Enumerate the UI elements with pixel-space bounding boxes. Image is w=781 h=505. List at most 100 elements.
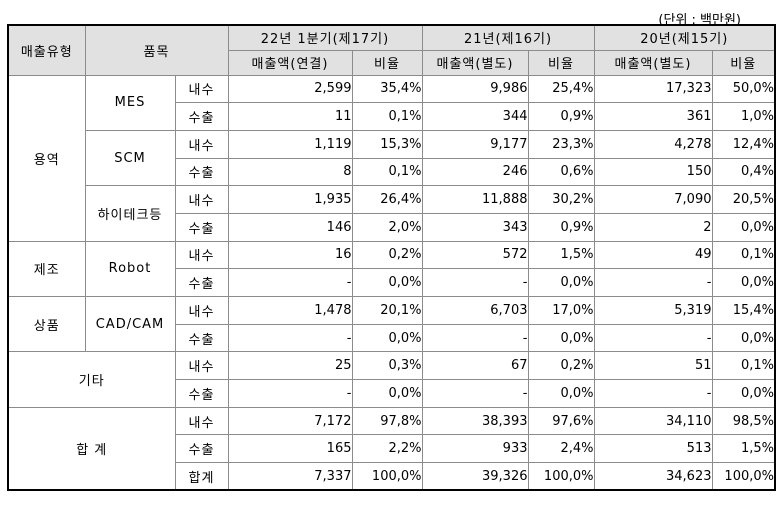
cell-value: 7,172 bbox=[227, 406, 353, 436]
cell-value: 150 bbox=[593, 157, 713, 187]
header-row-measures: 매출액(연결) 비율 매출액(별도) 비율 매출액(별도) 비율 bbox=[8, 49, 776, 76]
table-row: 하이테크등 내수 1,935 26,4% 11,888 30,2% 7,090 20,5% bbox=[8, 185, 776, 242]
cell-sales-type: 합 계 bbox=[7, 406, 176, 491]
cell-channel: 내수 bbox=[174, 129, 229, 159]
cell-value: 98,5% bbox=[711, 406, 776, 436]
header-period-21: 21년(제16기) bbox=[421, 24, 595, 51]
cell-value: 2,0% bbox=[351, 212, 423, 242]
cell-value: 0,1% bbox=[351, 102, 423, 131]
cell-value: 15,3% bbox=[351, 129, 423, 159]
cell-value: 34,110 bbox=[593, 406, 713, 436]
cell-value: 9,986 bbox=[421, 74, 529, 104]
cell-value: 35,4% bbox=[351, 74, 423, 104]
cell-value: 0,6% bbox=[527, 157, 595, 187]
cell-value: 0,0% bbox=[711, 323, 776, 353]
cell-value: 0,0% bbox=[711, 379, 776, 408]
header-period-q1-22: 22년 1분기(제17기) bbox=[227, 24, 423, 51]
cell-sales-type: 용역 bbox=[7, 74, 86, 242]
cell-value: 1,478 bbox=[227, 296, 353, 325]
cell-value: 7,090 bbox=[593, 185, 713, 214]
cell-value: - bbox=[593, 268, 713, 297]
cell-value: 97,6% bbox=[527, 406, 595, 436]
cell-value: 51 bbox=[593, 351, 713, 381]
cell-channel: 합계 bbox=[174, 462, 229, 491]
cell-value: 344 bbox=[421, 102, 529, 131]
cell-value: 15,4% bbox=[711, 296, 776, 325]
cell-channel: 내수 bbox=[174, 240, 229, 270]
header-period-20: 20년(제15기) bbox=[593, 24, 776, 51]
cell-value: 0,0% bbox=[351, 323, 423, 353]
sales-table-header: 매출유형 품목 22년 1분기(제17기) 21년(제16기) 20년(제15기… bbox=[7, 24, 776, 76]
header-amount-separate-2: 매출액(별도) bbox=[593, 49, 713, 76]
cell-value: - bbox=[227, 323, 353, 353]
cell-value: 0,9% bbox=[527, 212, 595, 242]
table-row: 합계 7,337 100,0% 39,326 100,0% 34,623 100,0% bbox=[8, 462, 776, 491]
cell-value: 2,4% bbox=[527, 434, 595, 464]
sales-table-body: 용역 MES 내수 2,599 35,4% 9,986 25,4% 17,323 50,0% 수출… bbox=[7, 74, 776, 491]
cell-value: 26,4% bbox=[351, 185, 423, 214]
cell-value: 1,935 bbox=[227, 185, 353, 214]
table-row: 상품 CAD/CAM 내수 1,478 20,1% 6,703 17,0% 5,319 15,4… bbox=[7, 295, 776, 353]
cell-value: 0,2% bbox=[351, 240, 423, 270]
table-row: 수출 11 0,1% 344 0,9% 361 1,0% bbox=[8, 102, 776, 131]
cell-channel: 내수 bbox=[174, 296, 229, 325]
cell-value: 0,2% bbox=[527, 351, 595, 381]
cell-value: 67 bbox=[421, 351, 529, 381]
cell-sales-type: 상품 bbox=[7, 295, 86, 353]
cell-value: 1,5% bbox=[711, 434, 776, 464]
cell-value: 0,9% bbox=[527, 102, 595, 131]
cell-value: 6,703 bbox=[421, 296, 529, 325]
cell-channel: 수출 bbox=[174, 157, 229, 187]
cell-channel: 내수 bbox=[174, 185, 229, 214]
cell-value: 165 bbox=[227, 434, 353, 464]
cell-value: 7,337 bbox=[227, 462, 353, 491]
cell-value: 0,0% bbox=[351, 379, 423, 408]
cell-value: - bbox=[227, 268, 353, 297]
cell-value: 100,0% bbox=[711, 462, 776, 491]
cell-value: - bbox=[593, 379, 713, 408]
cell-value: 0,0% bbox=[527, 323, 595, 353]
cell-value: 49 bbox=[593, 240, 713, 270]
header-sales-type: 매출유형 bbox=[7, 24, 86, 76]
cell-value: 0,0% bbox=[351, 268, 423, 297]
cell-channel: 수출 bbox=[174, 268, 229, 297]
cell-value: 1,5% bbox=[527, 240, 595, 270]
table-row: SCM 내수 1,119 15,3% 9,177 23,3% 4,278 12,4% bbox=[8, 129, 776, 187]
cell-item: CAD/CAM bbox=[84, 295, 176, 353]
cell-item: MES bbox=[84, 74, 176, 131]
cell-value: 0,1% bbox=[711, 351, 776, 381]
cell-channel: 수출 bbox=[174, 379, 229, 408]
unit-label: (단위 : 백만원) bbox=[658, 13, 741, 28]
cell-value: 1,119 bbox=[227, 129, 353, 159]
cell-value: 20,1% bbox=[351, 296, 423, 325]
cell-value: 0,0% bbox=[711, 268, 776, 297]
cell-value: 11 bbox=[227, 102, 353, 131]
header-item: 품목 bbox=[84, 24, 229, 76]
cell-value: 343 bbox=[421, 212, 529, 242]
cell-value: 0,1% bbox=[351, 157, 423, 187]
cell-value: 572 bbox=[421, 240, 529, 270]
cell-item: Robot bbox=[84, 240, 176, 298]
cell-value: 0,0% bbox=[527, 379, 595, 408]
table-row: 수출 146 2,0% 343 0,9% 2 0,0% bbox=[8, 212, 776, 242]
header-ratio-2: 비율 bbox=[711, 49, 776, 76]
cell-item: SCM bbox=[84, 129, 176, 187]
cell-value: 0,4% bbox=[711, 157, 776, 187]
cell-value: 34,623 bbox=[593, 462, 713, 491]
cell-value: 20,5% bbox=[711, 185, 776, 214]
cell-channel: 수출 bbox=[174, 212, 229, 242]
table-row: 수출 8 0,1% 246 0,6% 150 0,4% bbox=[8, 157, 776, 187]
cell-value: 8 bbox=[227, 157, 353, 187]
sales-table: 매출유형 품목 22년 1분기(제17기) 21년(제16기) 20년(제15기… bbox=[7, 24, 776, 492]
table-row: 합 계 내수 7,172 97,8% 38,393 97,6% 34,110 98,5% bbox=[7, 406, 776, 491]
cell-value: - bbox=[593, 323, 713, 353]
table-row: 용역 MES 내수 2,599 35,4% 9,986 25,4% 17,323 50,0% bbox=[7, 74, 776, 242]
cell-value: 50,0% bbox=[711, 74, 776, 104]
header-amount-separate-1: 매출액(별도) bbox=[421, 49, 529, 76]
cell-value: 2,2% bbox=[351, 434, 423, 464]
cell-item: 하이테크등 bbox=[84, 185, 176, 242]
cell-value: 17,323 bbox=[593, 74, 713, 104]
cell-value: 25,4% bbox=[527, 74, 595, 104]
cell-value: - bbox=[421, 323, 529, 353]
